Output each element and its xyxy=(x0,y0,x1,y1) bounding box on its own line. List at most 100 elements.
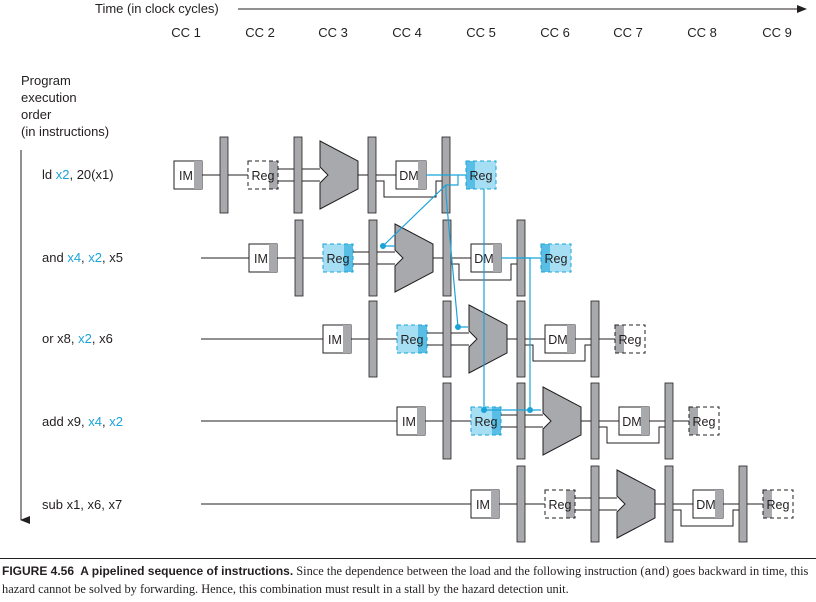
reg-label: Reg xyxy=(545,252,568,266)
cc-label: CC 1 xyxy=(171,25,201,40)
reg-box xyxy=(544,489,576,519)
reg-label: Reg xyxy=(252,169,275,183)
pipeline-register xyxy=(664,465,674,543)
im-shade xyxy=(194,161,202,189)
dm-label: DM xyxy=(622,415,641,429)
pipeline-register xyxy=(738,465,748,543)
im-shade xyxy=(491,490,499,518)
order-label-line: order xyxy=(21,107,52,122)
dm-label: DM xyxy=(696,498,715,512)
instruction-text: sub x1, x6, x7 xyxy=(42,497,122,512)
forwarding-paths xyxy=(380,174,541,413)
alu xyxy=(616,469,656,539)
reg-shade xyxy=(763,490,772,518)
reg-label: Reg xyxy=(767,498,790,512)
caption-text-2: goes backward in time, this hazard canno… xyxy=(2,564,809,596)
reg-shade xyxy=(269,161,278,189)
instruction-text: and xyxy=(42,250,67,265)
cc-label: CC 6 xyxy=(540,25,570,40)
pipeline-register xyxy=(590,465,600,543)
reg-label: Reg xyxy=(549,498,572,512)
bypass-wire xyxy=(376,180,442,198)
clock-cycle-labels: CC 1 CC 2 CC 3 CC 4 CC 5 CC 6 CC 7 CC 8 … xyxy=(171,25,792,40)
instruction-text: ld xyxy=(42,167,56,182)
pipeline-register xyxy=(664,382,674,460)
reg-label: Reg xyxy=(693,415,716,429)
dm-shade xyxy=(641,407,649,435)
instruction-label: add x9, x4, x2 xyxy=(42,414,123,429)
execution-order-label: Program execution order (in instructions… xyxy=(21,73,109,139)
pipeline-register xyxy=(368,219,378,297)
bypass-wire xyxy=(599,426,665,444)
instruction-text: , x5 xyxy=(102,250,123,265)
pipeline-register xyxy=(442,300,452,378)
pipeline-row: IM Reg DM Reg xyxy=(201,382,720,460)
reg-label: Reg xyxy=(619,333,642,347)
register-highlight: x4 xyxy=(67,250,81,265)
pipeline-register xyxy=(293,136,303,214)
im-label: IM xyxy=(179,169,193,183)
pipeline-register xyxy=(516,465,526,543)
reg-box xyxy=(396,324,428,354)
reg-box xyxy=(762,489,794,519)
dm-shade xyxy=(567,325,575,353)
reg-box xyxy=(247,160,279,190)
figure-label: FIGURE 4.56 xyxy=(2,564,75,578)
instruction-label: sub x1, x6, x7 xyxy=(42,497,122,512)
reg-box xyxy=(322,243,354,273)
alu xyxy=(542,386,582,456)
cc-label: CC 9 xyxy=(762,25,792,40)
pipeline-diagram: Time (in clock cycles) CC 1 CC 2 CC 3 CC… xyxy=(20,1,807,543)
pipeline-register xyxy=(516,300,526,378)
register-highlight: x2 xyxy=(88,250,102,265)
im-label: IM xyxy=(402,415,416,429)
reg-label: Reg xyxy=(475,415,498,429)
dm-label: DM xyxy=(548,333,567,347)
dm-shade xyxy=(493,244,501,272)
pipeline-register xyxy=(294,219,304,297)
cc-label: CC 7 xyxy=(613,25,643,40)
dm-label: DM xyxy=(399,169,418,183)
pipeline-register xyxy=(442,382,452,460)
pipeline-row: IM Reg DM Reg xyxy=(201,300,646,378)
reg-shade xyxy=(689,407,698,435)
forward-junction xyxy=(455,324,461,330)
forward-junction xyxy=(481,407,487,413)
pipeline-row: IM Reg DM Reg xyxy=(173,136,497,214)
reg-box xyxy=(688,406,720,436)
im-shade xyxy=(343,325,351,353)
register-highlight: x4 xyxy=(88,414,102,429)
alu xyxy=(394,223,434,293)
reg-box xyxy=(614,324,646,354)
instruction-text: , xyxy=(81,250,88,265)
dm-shade xyxy=(418,161,426,189)
instruction-text: , 20(x1) xyxy=(69,167,113,182)
instruction-text: , x6 xyxy=(92,331,113,346)
order-label-line: (in instructions) xyxy=(21,124,109,139)
alu xyxy=(319,140,359,210)
im-label: IM xyxy=(328,333,342,347)
caption-code: and xyxy=(644,566,666,579)
cc-label: CC 8 xyxy=(687,25,717,40)
reg-shade xyxy=(418,325,427,353)
cc-label: CC 3 xyxy=(318,25,348,40)
reg-shade xyxy=(566,490,575,518)
pipeline-register xyxy=(219,136,229,214)
instruction-label: and x4, x2, x5 xyxy=(42,250,123,265)
instruction-text: add x9, xyxy=(42,414,88,429)
alu xyxy=(468,304,508,374)
reg-shade xyxy=(466,161,475,189)
pipeline-register xyxy=(368,300,378,378)
pipeline-register xyxy=(590,300,600,378)
cc-label: CC 5 xyxy=(466,25,496,40)
dm-shade xyxy=(715,490,723,518)
pipeline-register xyxy=(516,382,526,460)
instruction-label: ld x2, 20(x1) xyxy=(42,167,114,182)
register-highlight: x2 xyxy=(56,167,70,182)
bypass-wire xyxy=(451,263,517,281)
forward-junction xyxy=(380,243,386,249)
caption-rule xyxy=(0,558,816,559)
instruction-text: , xyxy=(102,414,109,429)
caption-text: Since the dependence between the load an… xyxy=(296,564,638,578)
